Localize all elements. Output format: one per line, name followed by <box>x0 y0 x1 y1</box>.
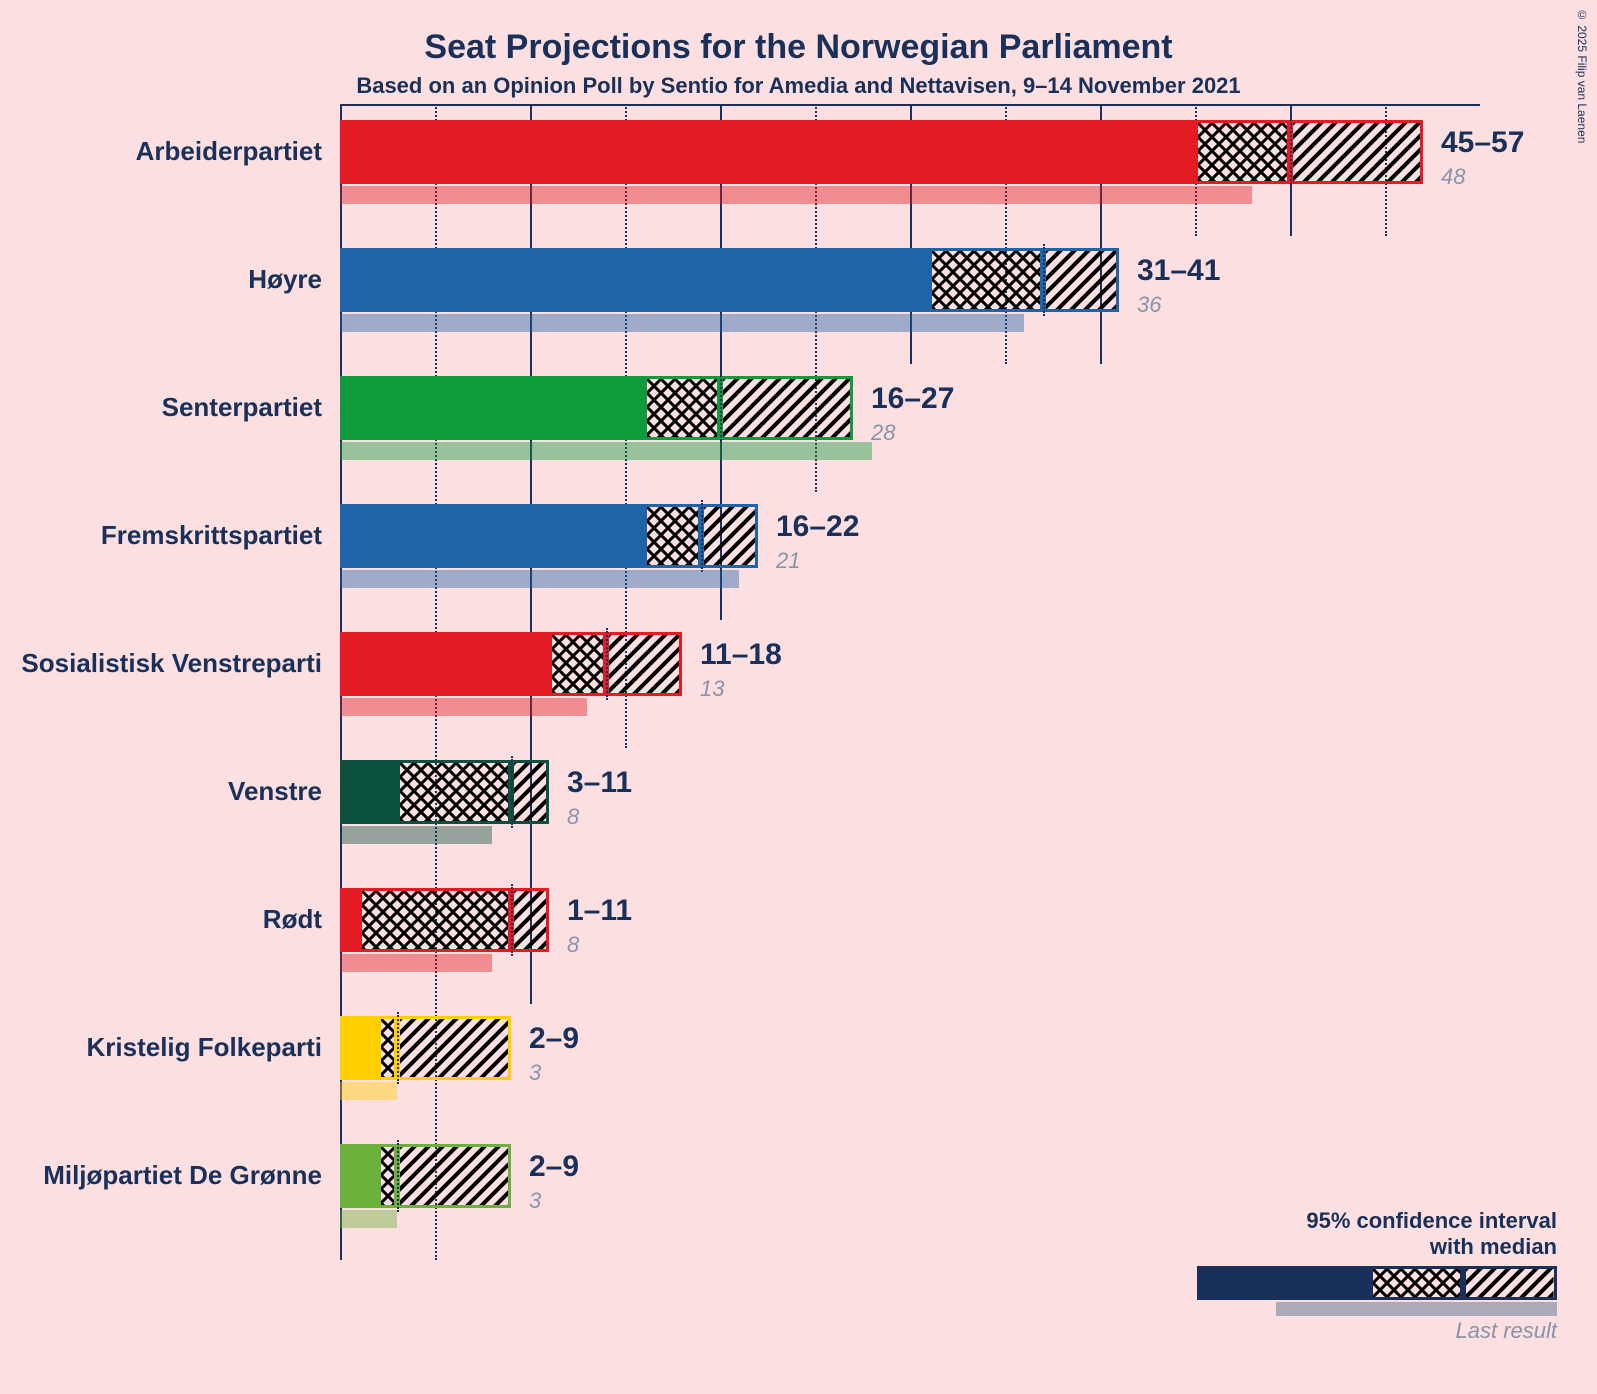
ci-diag <box>701 504 758 568</box>
party-row: Rødt 1–11 8 <box>0 876 1597 1004</box>
party-label: Arbeiderpartiet <box>136 136 340 167</box>
last-label: 28 <box>871 420 895 446</box>
legend-ci-line1: 95% confidence interval <box>1197 1208 1557 1234</box>
last-label: 13 <box>700 676 724 702</box>
party-row: Venstre 3–11 8 <box>0 748 1597 876</box>
ci-crosshatch <box>929 248 1043 312</box>
party-label: Rødt <box>263 904 340 935</box>
ci-crosshatch <box>644 504 701 568</box>
ci-crosshatch <box>549 632 606 696</box>
median-marker <box>1043 244 1045 316</box>
median-marker <box>511 756 513 828</box>
ci-crosshatch <box>378 1144 397 1208</box>
party-label: Miljøpartiet De Grønne <box>43 1160 340 1191</box>
ci-solid <box>340 376 644 440</box>
party-label: Kristelig Folkeparti <box>87 1032 341 1063</box>
party-row: Arbeiderpartiet 45–57 48 <box>0 108 1597 236</box>
last-result-bar <box>340 442 872 460</box>
party-row: Fremskrittspartiet 16–22 21 <box>0 492 1597 620</box>
range-label: 16–22 <box>776 510 859 544</box>
ci-crosshatch <box>359 888 511 952</box>
last-result-bar <box>340 314 1024 332</box>
range-label: 16–27 <box>871 382 954 416</box>
median-marker <box>397 1012 399 1084</box>
chart-subtitle: Based on an Opinion Poll by Sentio for A… <box>0 67 1597 99</box>
ci-diag <box>720 376 853 440</box>
last-label: 36 <box>1137 292 1161 318</box>
ci-solid <box>340 1016 378 1080</box>
ci-solid <box>340 1144 378 1208</box>
range-label: 2–9 <box>529 1022 579 1056</box>
party-row: Sosialistisk Venstreparti 11–18 13 <box>0 620 1597 748</box>
party-row: Senterpartiet 16–27 28 <box>0 364 1597 492</box>
last-result-bar <box>340 186 1252 204</box>
ci-crosshatch <box>397 760 511 824</box>
last-result-bar <box>340 1210 397 1228</box>
party-label: Høyre <box>248 264 340 295</box>
median-marker <box>397 1140 399 1212</box>
ci-solid <box>340 120 1195 184</box>
last-result-bar <box>340 1082 397 1100</box>
median-marker <box>701 500 703 572</box>
last-label: 48 <box>1441 164 1465 190</box>
legend-bar <box>1197 1266 1557 1300</box>
ci-solid <box>340 760 397 824</box>
range-label: 31–41 <box>1137 254 1220 288</box>
last-result-bar <box>340 826 492 844</box>
median-marker <box>606 628 608 700</box>
ci-crosshatch <box>378 1016 397 1080</box>
chart-title: Seat Projections for the Norwegian Parli… <box>0 0 1597 67</box>
legend-ci-line2: with median <box>1197 1234 1557 1260</box>
party-row: Kristelig Folkeparti 2–9 3 <box>0 1004 1597 1132</box>
party-label: Fremskrittspartiet <box>101 520 340 551</box>
ci-solid <box>340 632 549 696</box>
ci-solid <box>340 504 644 568</box>
last-label: 3 <box>529 1060 541 1086</box>
ci-diag <box>606 632 682 696</box>
ci-diag <box>511 760 549 824</box>
chart-area: Arbeiderpartiet 45–57 48 Høyre 31–41 36 Senter… <box>0 104 1597 1394</box>
legend-last-bar <box>1276 1302 1557 1316</box>
range-label: 45–57 <box>1441 126 1524 160</box>
party-label: Sosialistisk Venstreparti <box>21 648 340 679</box>
median-marker <box>1290 116 1292 188</box>
last-result-bar <box>340 698 587 716</box>
legend: 95% confidence interval with median Last… <box>1197 1208 1557 1344</box>
last-label: 8 <box>567 932 579 958</box>
range-label: 2–9 <box>529 1150 579 1184</box>
last-result-bar <box>340 954 492 972</box>
ci-diag <box>511 888 549 952</box>
range-label: 1–11 <box>567 894 632 928</box>
ci-crosshatch <box>1195 120 1290 184</box>
ci-diag <box>397 1144 511 1208</box>
ci-diag <box>397 1016 511 1080</box>
ci-crosshatch <box>644 376 720 440</box>
party-label: Venstre <box>228 776 340 807</box>
last-label: 8 <box>567 804 579 830</box>
ci-solid <box>340 888 359 952</box>
ci-solid <box>340 248 929 312</box>
party-row: Høyre 31–41 36 <box>0 236 1597 364</box>
ci-diag <box>1290 120 1423 184</box>
range-label: 11–18 <box>700 638 782 672</box>
axis-top-rule <box>340 104 1480 106</box>
party-label: Senterpartiet <box>162 392 340 423</box>
last-label: 3 <box>529 1188 541 1214</box>
last-label: 21 <box>776 548 800 574</box>
last-result-bar <box>340 570 739 588</box>
median-marker <box>511 884 513 956</box>
median-marker <box>720 372 722 444</box>
legend-last-label: Last result <box>1197 1318 1557 1344</box>
ci-diag <box>1043 248 1119 312</box>
range-label: 3–11 <box>567 766 632 800</box>
